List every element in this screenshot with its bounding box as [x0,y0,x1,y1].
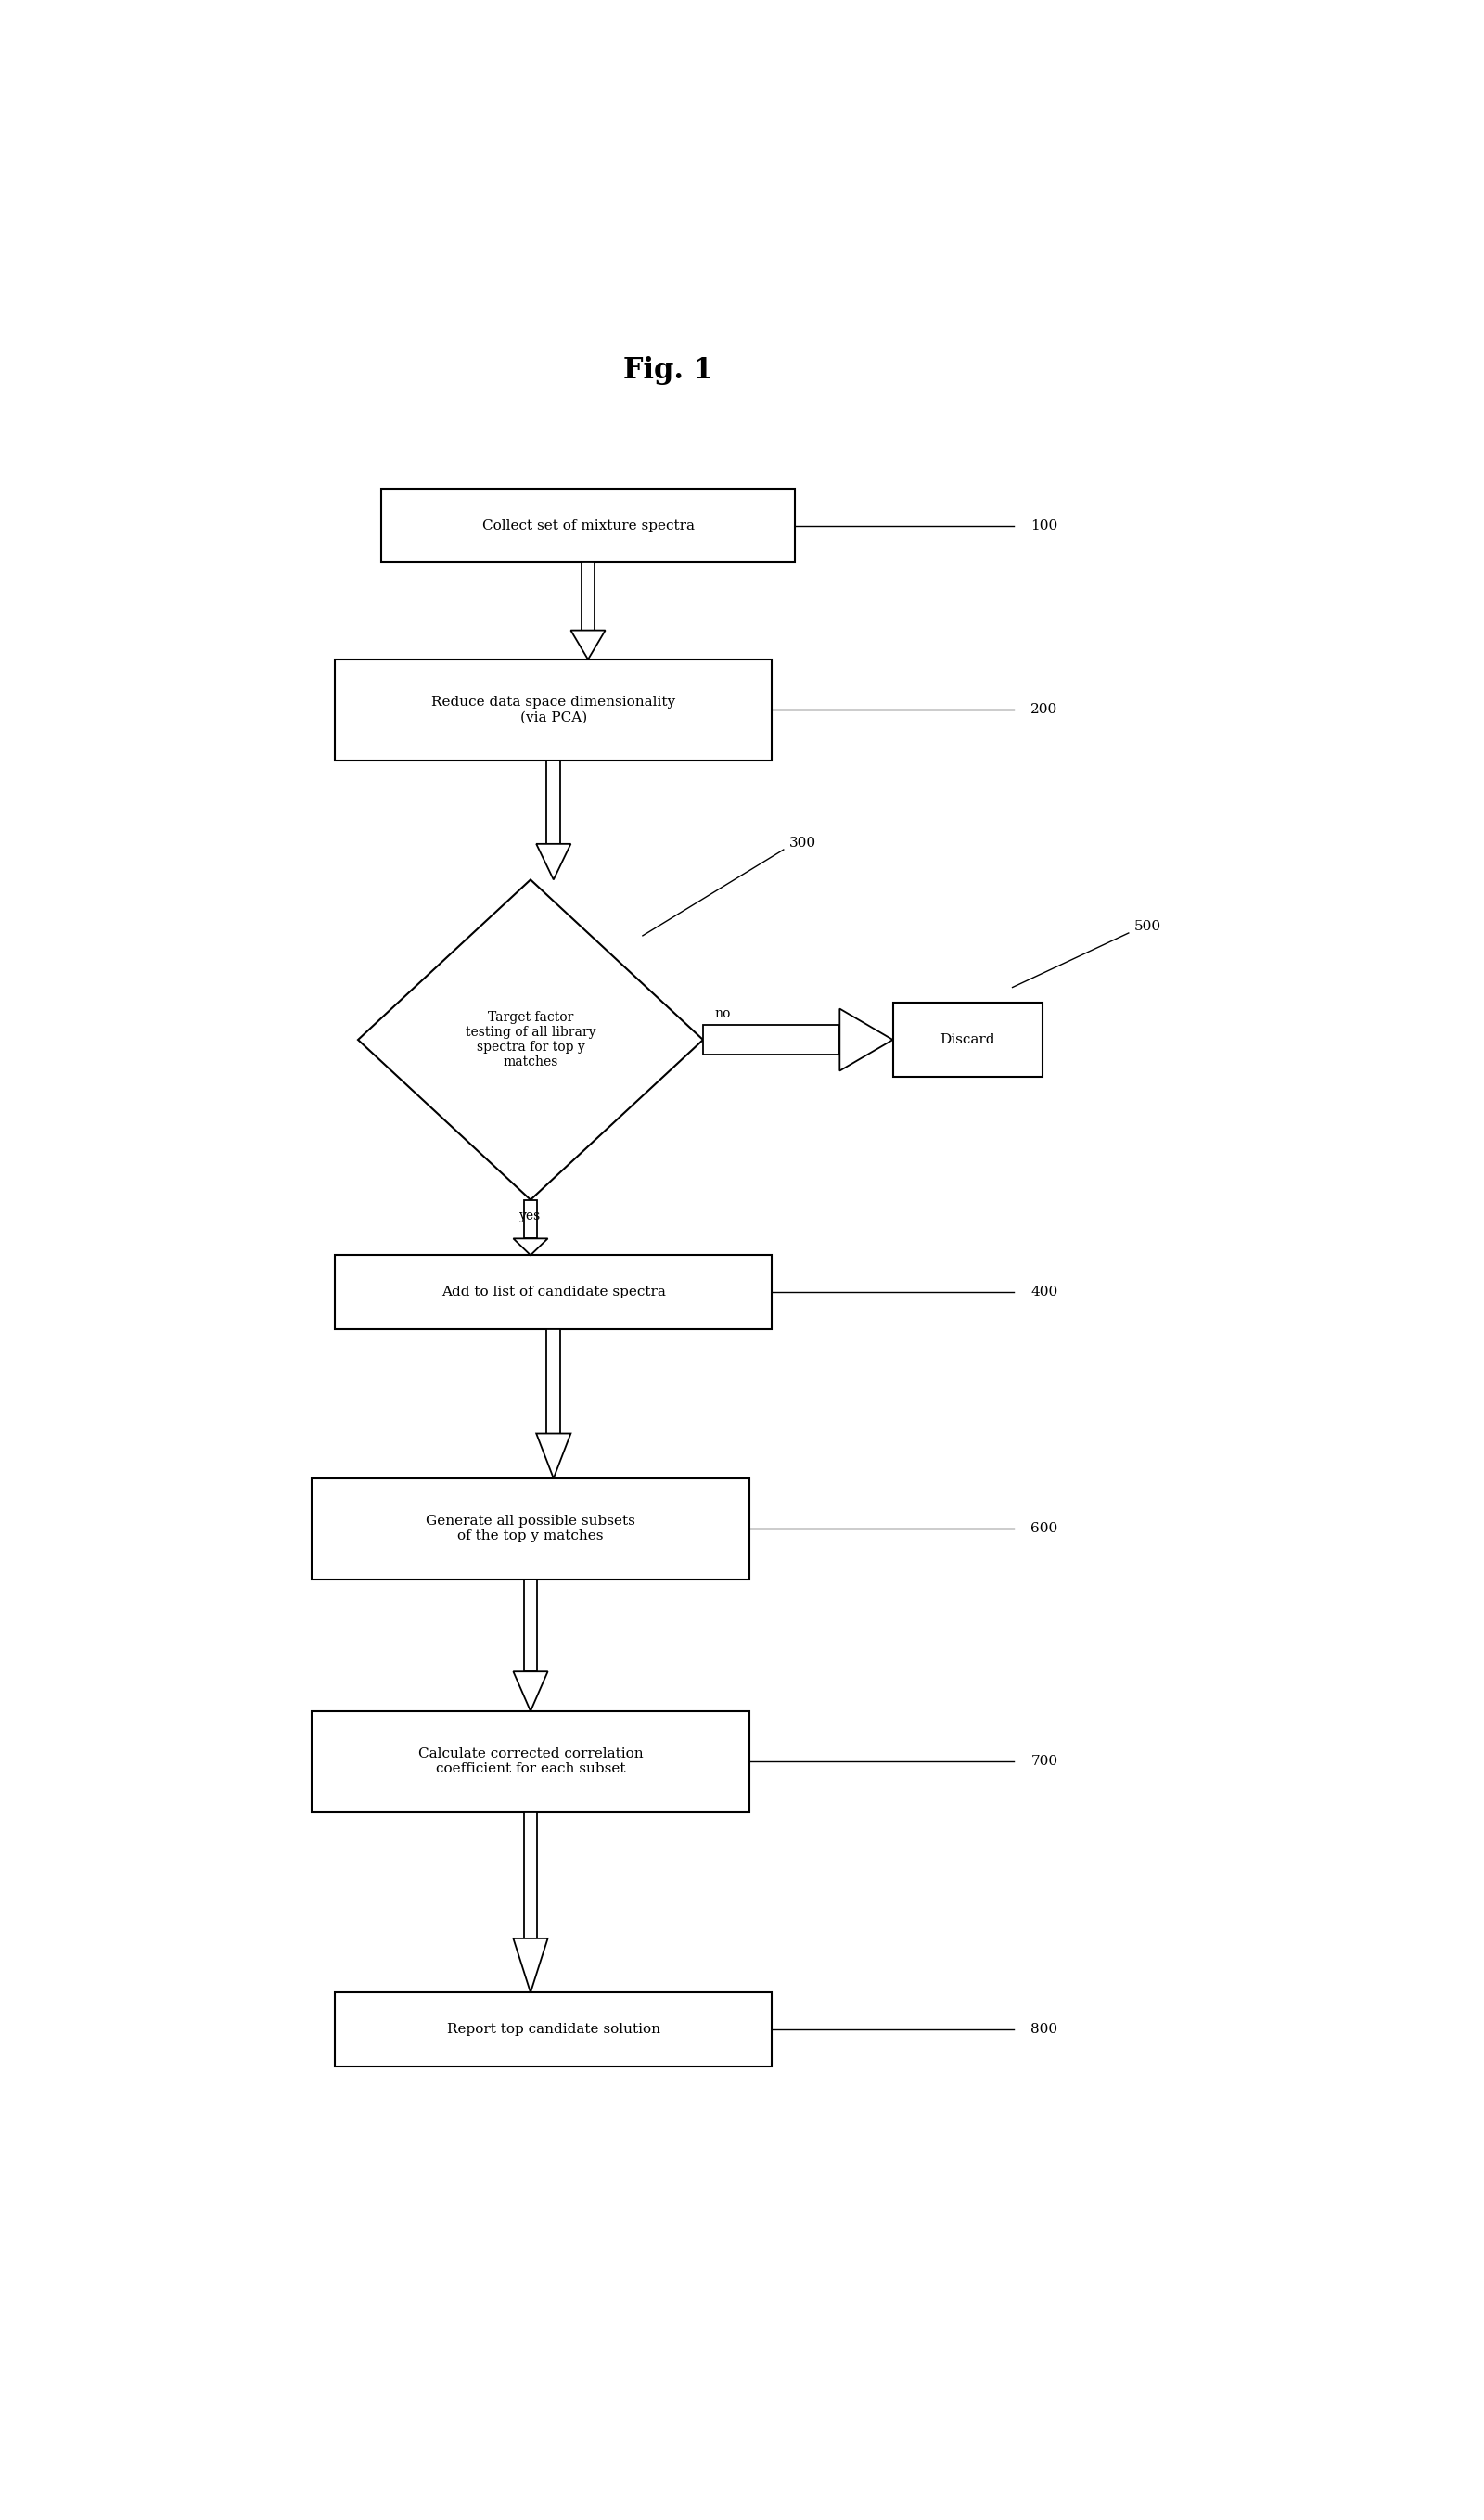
Bar [335,1255,772,1328]
Text: 400: 400 [1031,1285,1058,1298]
Text: 700: 700 [1031,1754,1058,1769]
Polygon shape [840,1008,893,1071]
Text: 300: 300 [789,837,816,849]
Polygon shape [536,1434,571,1479]
Text: Add to list of candidate spectra: Add to list of candidate spectra [441,1285,666,1298]
Polygon shape [358,879,703,1200]
Bar [312,1711,749,1812]
Bar [335,1993,772,2066]
Bar [381,489,795,562]
Polygon shape [513,1671,548,1711]
Text: Report top candidate solution: Report top candidate solution [447,2024,660,2036]
Bar [703,1026,840,1053]
Bar [546,761,561,844]
Text: 500: 500 [1134,920,1162,932]
Bar [546,1328,561,1434]
Text: yes: yes [519,1210,540,1222]
Text: 600: 600 [1031,1522,1058,1535]
Bar [312,1479,749,1580]
Bar [335,660,772,761]
Bar [582,562,595,630]
Text: Generate all possible subsets
of the top y matches: Generate all possible subsets of the top… [426,1515,635,1542]
Text: Discard: Discard [939,1033,996,1046]
Polygon shape [513,1938,548,1993]
Polygon shape [513,1237,548,1255]
Text: Reduce data space dimensionality
(via PCA): Reduce data space dimensionality (via PC… [432,696,675,723]
Bar [524,1812,537,1938]
Text: 800: 800 [1031,2024,1058,2036]
Bar [524,1200,537,1237]
Polygon shape [571,630,605,660]
Text: Collect set of mixture spectra: Collect set of mixture spectra [482,519,695,532]
Text: 200: 200 [1031,703,1058,716]
Bar [893,1003,1042,1076]
Text: no: no [715,1008,730,1021]
Text: Calculate corrected correlation
coefficient for each subset: Calculate corrected correlation coeffici… [418,1746,643,1777]
Bar [524,1580,537,1671]
Polygon shape [536,844,571,879]
Text: 100: 100 [1031,519,1058,532]
Text: Fig. 1: Fig. 1 [623,355,714,386]
Text: Target factor
testing of all library
spectra for top y
matches: Target factor testing of all library spe… [466,1011,595,1068]
